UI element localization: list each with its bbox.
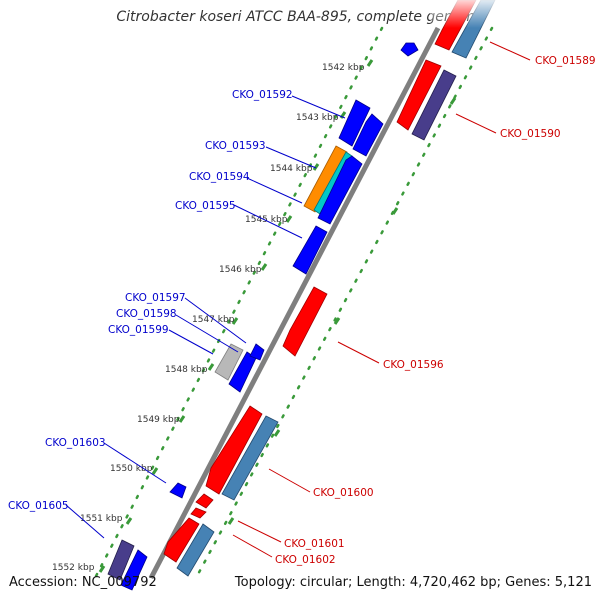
label-cko-01592: CKO_01592 [232,89,293,101]
label-cko-01603: CKO_01603 [45,437,106,449]
gene-cko-01600-b[interactable] [221,415,279,501]
map-title: Citrobacter koseri ATCC BAA-895, complet… [116,9,484,25]
tick-mark-1548 [207,363,215,371]
label-cko-01593: CKO_01593 [205,140,266,152]
leader-cko-01597 [184,297,247,344]
gene-cko-01600[interactable] [205,405,263,495]
tick-label-1551: 1551 kbp [80,514,123,524]
leader-cko-01590 [455,113,497,134]
gene-cko-01590[interactable] [396,59,442,131]
leader-cko-01593 [265,146,317,169]
tick-mark-1550 [151,467,159,475]
label-cko-01594: CKO_01594 [189,171,250,183]
accession-label: Accession: NC_009792 [9,575,157,590]
genome-backbone [148,26,441,580]
tick-label-1550: 1550 kbp [110,464,153,474]
leader-cko-01601 [237,520,282,543]
leader-cko-01589 [489,41,531,61]
tick-mark-1552 [98,565,106,573]
label-cko-01597: CKO_01597 [125,292,186,304]
label-cko-01598: CKO_01598 [116,308,177,320]
tick-mark-1545 [285,215,293,223]
gene-cko-01592[interactable] [338,99,371,147]
tick-mark-1542 [366,59,374,67]
tick-label-1549: 1549 kbp [137,415,180,425]
tick-marks [98,59,374,573]
label-cko-01605: CKO_01605 [8,500,69,512]
gene-cko-01605[interactable] [107,539,135,581]
gene-cko-01605-b[interactable] [120,549,148,591]
gene-cko-01602[interactable] [163,517,200,563]
tick-mark-1547 [231,317,239,325]
gene-cko-01603[interactable] [169,482,187,499]
gene-cko-01599[interactable] [214,343,244,381]
gene-cko-01593[interactable] [303,145,348,213]
tick-mark-1544 [312,163,320,171]
leader-cko-01605 [65,504,105,539]
gene-cko-01601[interactable] [195,493,214,509]
leader-cko-01602 [232,534,273,558]
outer-tick-marks [227,97,457,525]
label-cko-01602: CKO_01602 [275,554,336,566]
label-cko-01596: CKO_01596 [383,359,444,371]
gene-cko-01590-b[interactable] [411,69,457,141]
label-cko-01600: CKO_01600 [313,487,374,499]
tick-mark-1546 [260,263,268,271]
leader-cko-01596 [337,341,380,364]
tick-label-1546: 1546 kbp [219,265,262,275]
tick-label-1542: 1542 kbp [322,63,365,73]
tick-label-1543: 1543 kbp [296,113,339,123]
tick-label-1544: 1544 kbp [270,164,313,174]
label-cko-01590: CKO_01590 [500,128,561,140]
leader-cko-01592 [291,95,346,119]
topology-label: Topology: circular; Length: 4,720,462 bp… [234,575,592,590]
gene-cko-01594-b[interactable] [317,155,363,225]
label-cko-01601: CKO_01601 [284,538,345,550]
leader-cko-01595 [233,204,303,239]
leader-cko-01600 [268,468,311,493]
tick-mark-1551 [125,517,133,525]
gene-cko-01597[interactable] [249,343,265,361]
gene-cko-01592-b[interactable] [352,113,384,157]
label-cko-01589: CKO_01589 [535,55,596,67]
leader-cko-01603 [103,442,167,484]
gene-cko-01602-b[interactable] [176,523,215,577]
tick-label-1552: 1552 kbp [52,563,95,573]
tick-label-1545: 1545 kbp [245,215,288,225]
leader-cko-01599 [168,329,214,355]
gene-cko-01595[interactable] [292,225,328,275]
label-cko-01595: CKO_01595 [175,200,236,212]
leader-cko-01594 [246,177,303,204]
tick-mark-1549 [178,415,186,423]
gene-cko-01596[interactable] [282,286,328,357]
inner-dotted-track [93,26,384,580]
tick-label-1548: 1548 kbp [165,365,208,375]
tick-label-1547: 1547 kbp [192,315,235,325]
gene-small-top[interactable] [400,42,419,57]
leader-cko-01598 [175,314,239,353]
gene-cko-01601-b[interactable] [190,507,207,519]
label-cko-01599: CKO_01599 [108,324,169,336]
